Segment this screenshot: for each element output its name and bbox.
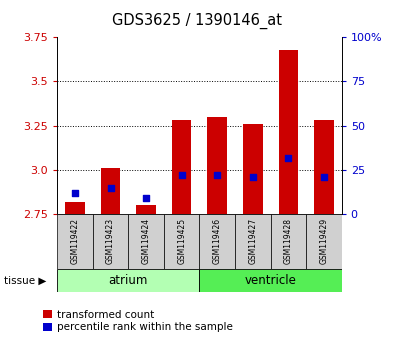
Bar — [199, 214, 235, 269]
Bar — [101, 168, 120, 214]
Text: GSM119422: GSM119422 — [71, 218, 79, 264]
Text: GDS3625 / 1390146_at: GDS3625 / 1390146_at — [113, 12, 282, 29]
Bar — [164, 214, 199, 269]
Bar — [199, 269, 342, 292]
Bar — [128, 214, 164, 269]
Text: ventricle: ventricle — [245, 274, 297, 287]
Bar — [57, 269, 199, 292]
Bar — [314, 120, 334, 214]
Bar — [93, 214, 128, 269]
Text: GSM119427: GSM119427 — [248, 218, 257, 264]
Bar — [278, 50, 298, 214]
Point — [107, 185, 114, 190]
Bar — [57, 214, 93, 269]
Bar — [271, 214, 306, 269]
Point — [143, 195, 149, 201]
Text: atrium: atrium — [109, 274, 148, 287]
Text: GSM119426: GSM119426 — [213, 218, 222, 264]
Bar — [65, 202, 85, 214]
Bar — [207, 117, 227, 214]
Point — [72, 190, 78, 196]
Bar — [136, 205, 156, 214]
Text: GSM119428: GSM119428 — [284, 218, 293, 264]
Point — [250, 174, 256, 180]
Point — [214, 172, 220, 178]
Point — [321, 174, 327, 180]
Bar — [172, 120, 192, 214]
Text: GSM119424: GSM119424 — [142, 218, 150, 264]
Text: tissue ▶: tissue ▶ — [4, 275, 46, 286]
Point — [179, 172, 185, 178]
Legend: transformed count, percentile rank within the sample: transformed count, percentile rank withi… — [43, 310, 233, 332]
Text: GSM119429: GSM119429 — [320, 218, 328, 264]
Text: GSM119425: GSM119425 — [177, 218, 186, 264]
Bar — [243, 124, 263, 214]
Point — [285, 155, 292, 160]
Bar — [306, 214, 342, 269]
Text: GSM119423: GSM119423 — [106, 218, 115, 264]
Bar — [235, 214, 271, 269]
